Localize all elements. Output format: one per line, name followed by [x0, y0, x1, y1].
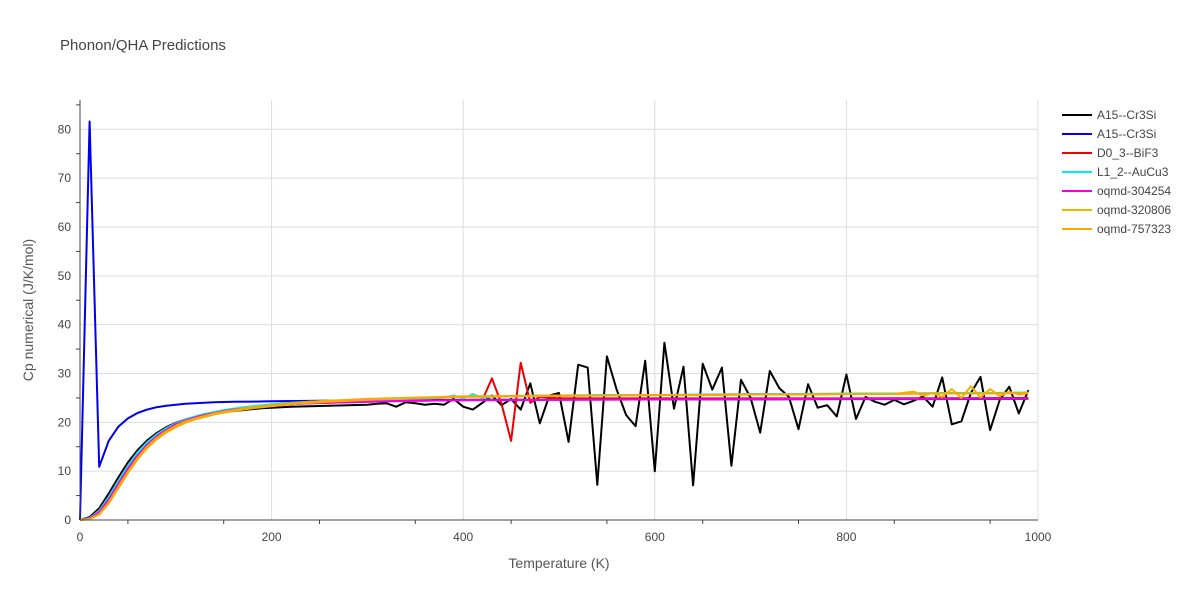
- x-tick-label: 1000: [1025, 530, 1052, 544]
- y-tick-label: 0: [64, 513, 71, 527]
- y-tick-label: 40: [58, 318, 72, 332]
- y-tick-label: 20: [58, 415, 72, 429]
- x-tick-label: 800: [836, 530, 856, 544]
- legend-label: A15--Cr3Si: [1097, 127, 1156, 141]
- grid-layer: [80, 100, 1039, 520]
- axes-layer: 0 200 400 600 800 1000 0 10 20 30 40 50 60 70 80: [58, 100, 1052, 544]
- x-axis-title: Temperature (K): [508, 555, 609, 571]
- series-line-2: [79, 120, 1029, 521]
- series-line-3: [79, 361, 1029, 521]
- y-tick-label: 50: [58, 269, 72, 283]
- series-layer: [79, 120, 1030, 521]
- chart-title: Phonon/QHA Predictions: [60, 37, 226, 54]
- x-tick-label: 400: [453, 530, 473, 544]
- y-tick-label: 60: [58, 220, 72, 234]
- x-tick-label: 200: [262, 530, 282, 544]
- series-line-7: [79, 392, 1029, 521]
- x-tick-label: 0: [77, 530, 84, 544]
- y-tick-label: 70: [58, 171, 72, 185]
- legend-label: A15--Cr3Si: [1097, 108, 1156, 122]
- legend: A15--Cr3Si A15--Cr3Si D0_3--BiF3 L1_2--AuCu…: [1062, 108, 1171, 236]
- y-axis-title: Cp numerical (J/K/mol): [20, 239, 36, 381]
- legend-label: oqmd-320806: [1097, 203, 1171, 217]
- y-tick-label: 80: [58, 122, 72, 136]
- series-line-1: [79, 341, 1030, 521]
- y-tick-label: 10: [58, 464, 72, 478]
- y-tick-label: 30: [58, 366, 72, 380]
- legend-label: L1_2--AuCu3: [1097, 165, 1169, 179]
- series-line-5: [79, 397, 1029, 521]
- series-line-6: [79, 385, 1029, 521]
- legend-label: oqmd-757323: [1097, 222, 1171, 236]
- x-tick-label: 600: [645, 530, 665, 544]
- legend-label: D0_3--BiF3: [1097, 146, 1159, 160]
- legend-label: oqmd-304254: [1097, 184, 1171, 198]
